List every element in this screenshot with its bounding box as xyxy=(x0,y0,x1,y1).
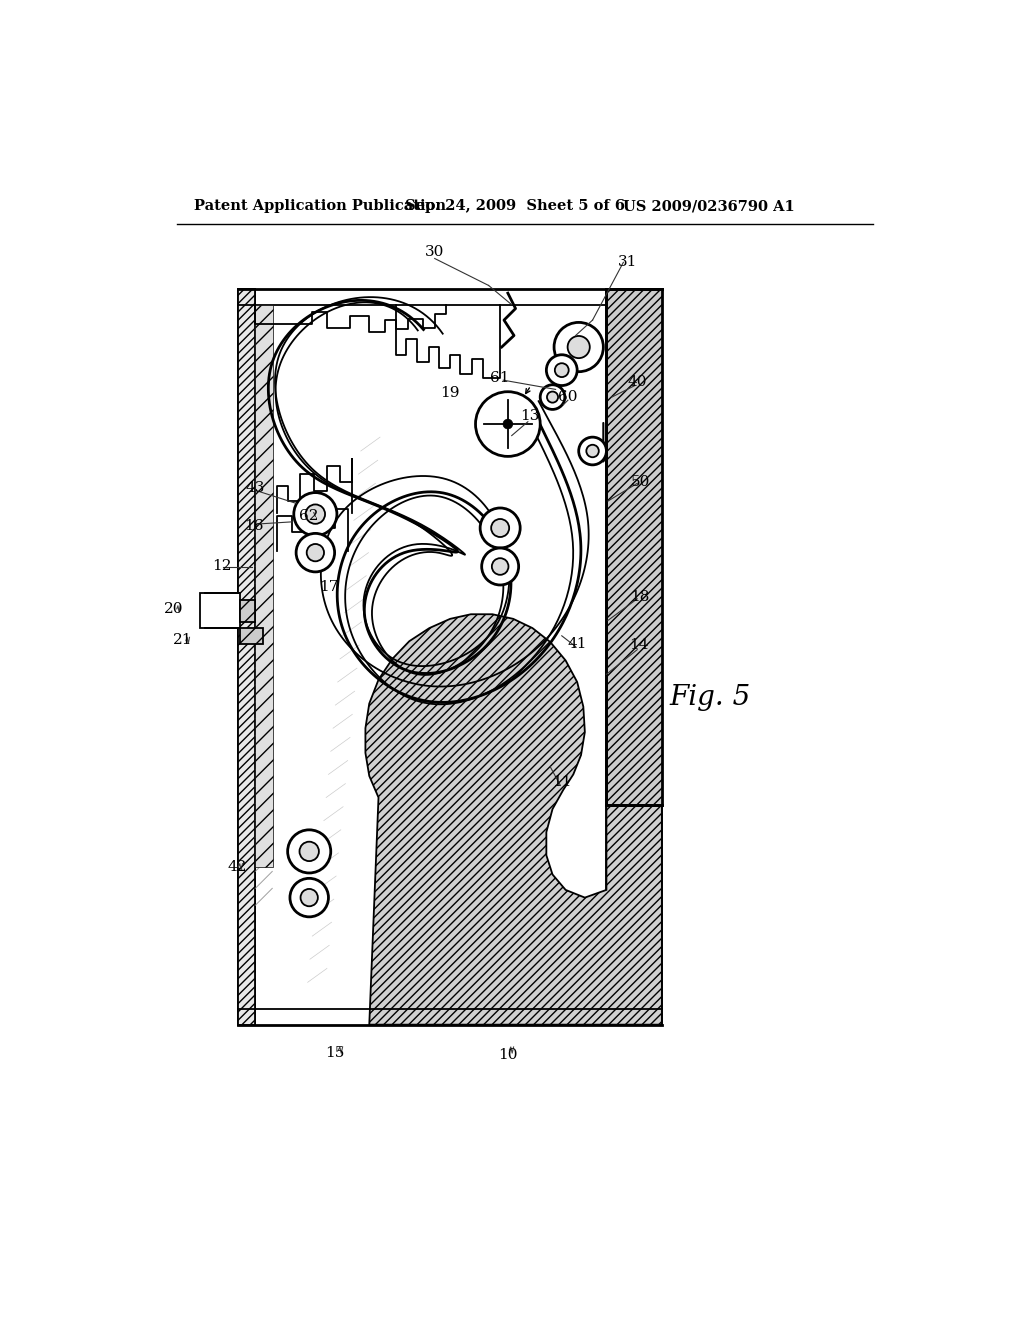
Text: 15: 15 xyxy=(325,1047,344,1060)
Circle shape xyxy=(475,392,541,457)
Text: Fig. 5: Fig. 5 xyxy=(670,684,751,711)
Circle shape xyxy=(587,445,599,457)
Text: 12: 12 xyxy=(212,560,231,573)
Circle shape xyxy=(492,519,509,537)
Text: US 2009/0236790 A1: US 2009/0236790 A1 xyxy=(624,199,795,213)
Bar xyxy=(240,601,255,622)
Circle shape xyxy=(492,558,509,574)
Circle shape xyxy=(288,830,331,873)
Polygon shape xyxy=(606,805,662,1024)
Bar xyxy=(240,628,263,644)
Circle shape xyxy=(305,504,325,524)
Circle shape xyxy=(567,337,590,358)
Text: 20: 20 xyxy=(164,602,183,616)
Text: 43: 43 xyxy=(246,480,265,495)
Circle shape xyxy=(294,492,337,536)
Text: Patent Application Publication: Patent Application Publication xyxy=(194,199,445,213)
Text: 21: 21 xyxy=(173,634,193,647)
Text: 11: 11 xyxy=(552,775,571,789)
Text: 42: 42 xyxy=(227,859,247,874)
Polygon shape xyxy=(606,289,662,805)
Text: 40: 40 xyxy=(628,375,647,388)
Text: 14: 14 xyxy=(629,638,648,652)
Polygon shape xyxy=(255,305,273,867)
Circle shape xyxy=(554,322,603,372)
Circle shape xyxy=(481,548,518,585)
Circle shape xyxy=(547,392,558,403)
Text: 10: 10 xyxy=(498,1048,517,1063)
Circle shape xyxy=(290,878,329,917)
Text: 19: 19 xyxy=(440,387,460,400)
Circle shape xyxy=(547,355,578,385)
Text: 62: 62 xyxy=(299,510,318,524)
Text: 31: 31 xyxy=(617,255,637,269)
Circle shape xyxy=(503,420,513,429)
Text: 41: 41 xyxy=(567,636,587,651)
Polygon shape xyxy=(366,614,662,1024)
Circle shape xyxy=(307,544,324,561)
Circle shape xyxy=(555,363,568,378)
Text: 61: 61 xyxy=(490,371,510,385)
Circle shape xyxy=(300,888,317,907)
Circle shape xyxy=(299,842,318,861)
Polygon shape xyxy=(239,289,255,1024)
Circle shape xyxy=(541,385,565,409)
Text: 30: 30 xyxy=(425,246,444,259)
Text: 17: 17 xyxy=(319,579,339,594)
Circle shape xyxy=(480,508,520,548)
Text: 18: 18 xyxy=(631,590,650,605)
Bar xyxy=(200,594,240,628)
Text: 16: 16 xyxy=(244,520,263,533)
Circle shape xyxy=(296,533,335,572)
Circle shape xyxy=(579,437,606,465)
Text: 13: 13 xyxy=(520,409,539,424)
Text: 50: 50 xyxy=(631,475,650,488)
Bar xyxy=(239,289,255,1024)
Text: 60: 60 xyxy=(558,391,578,404)
Text: Sep. 24, 2009  Sheet 5 of 6: Sep. 24, 2009 Sheet 5 of 6 xyxy=(404,199,625,213)
